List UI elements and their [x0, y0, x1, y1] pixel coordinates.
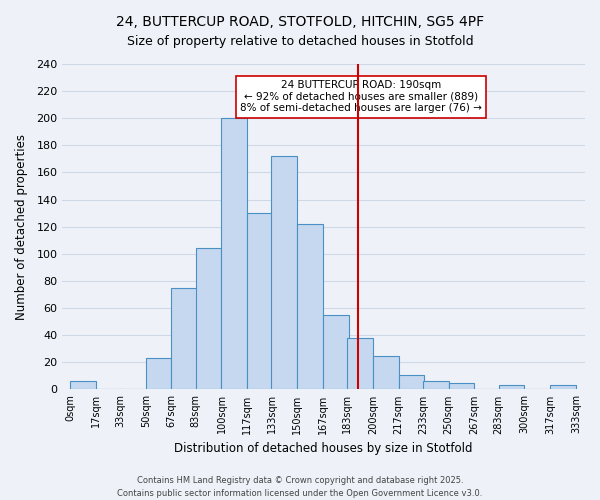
Bar: [550, 386, 576, 390]
Bar: [423, 382, 449, 390]
Bar: [247, 213, 273, 390]
Bar: [70, 382, 96, 390]
Bar: [297, 224, 323, 390]
Bar: [196, 248, 221, 390]
Bar: [347, 338, 373, 390]
X-axis label: Distribution of detached houses by size in Stotfold: Distribution of detached houses by size …: [175, 442, 473, 455]
Bar: [221, 118, 247, 390]
Bar: [323, 315, 349, 390]
Bar: [146, 358, 172, 390]
Text: Contains HM Land Registry data © Crown copyright and database right 2025.: Contains HM Land Registry data © Crown c…: [137, 476, 463, 485]
Bar: [271, 156, 297, 390]
Bar: [499, 386, 524, 390]
Text: 24 BUTTERCUP ROAD: 190sqm
← 92% of detached houses are smaller (889)
8% of semi-: 24 BUTTERCUP ROAD: 190sqm ← 92% of detac…: [240, 80, 482, 114]
Bar: [398, 374, 424, 390]
Bar: [449, 382, 475, 390]
Text: Size of property relative to detached houses in Stotfold: Size of property relative to detached ho…: [127, 35, 473, 48]
Y-axis label: Number of detached properties: Number of detached properties: [15, 134, 28, 320]
Bar: [373, 356, 398, 390]
Text: 24, BUTTERCUP ROAD, STOTFOLD, HITCHIN, SG5 4PF: 24, BUTTERCUP ROAD, STOTFOLD, HITCHIN, S…: [116, 15, 484, 29]
Bar: [172, 288, 197, 390]
Text: Contains public sector information licensed under the Open Government Licence v3: Contains public sector information licen…: [118, 488, 482, 498]
